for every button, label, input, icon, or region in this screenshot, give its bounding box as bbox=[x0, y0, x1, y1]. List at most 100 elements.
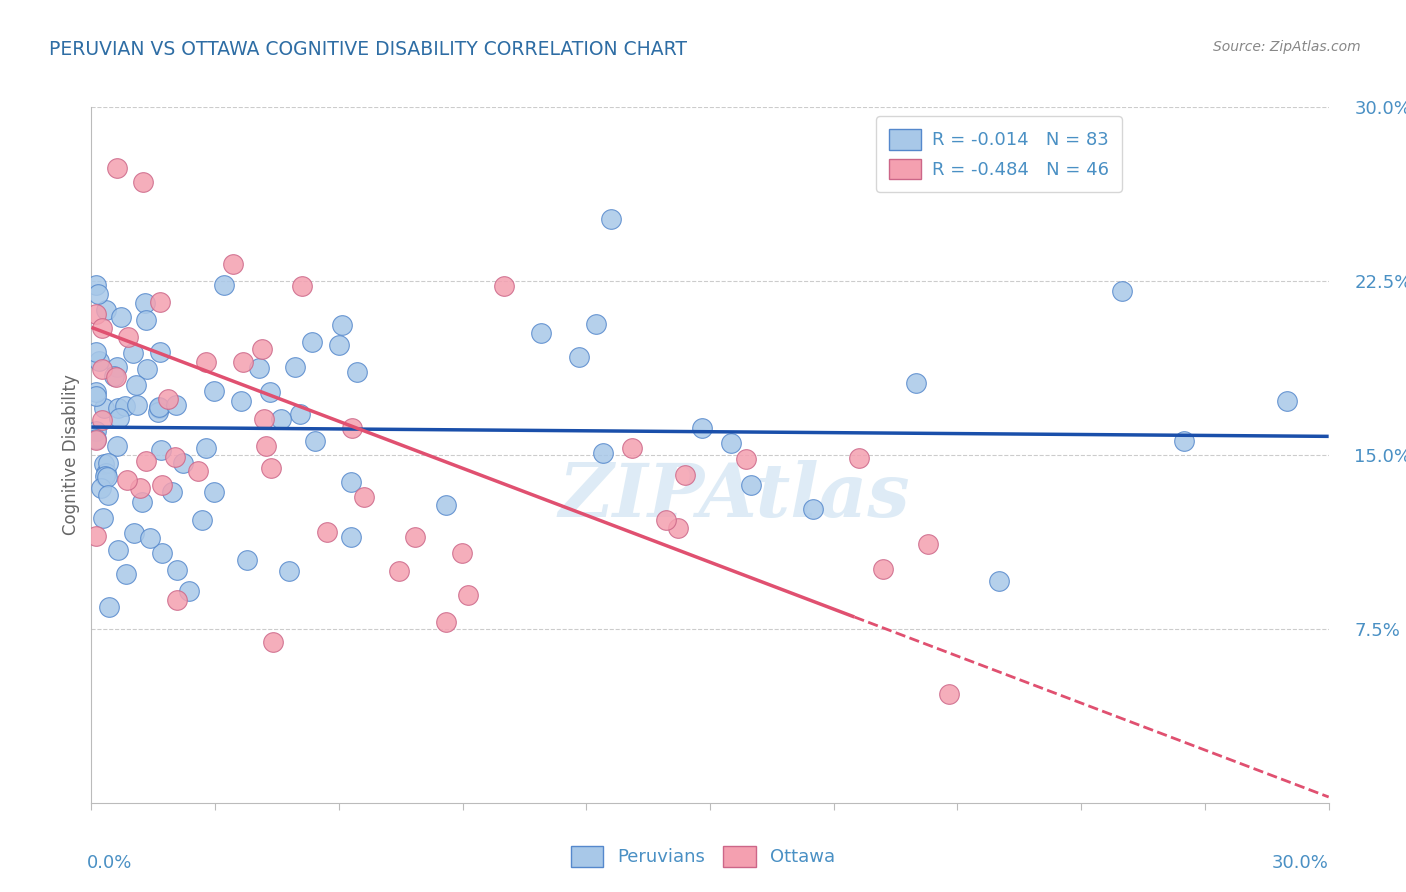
Point bbox=[278, 564, 301, 578]
Point bbox=[84, 277, 107, 292]
Point bbox=[166, 563, 188, 577]
Point bbox=[194, 441, 217, 455]
Point bbox=[1277, 393, 1299, 408]
Point bbox=[434, 498, 457, 512]
Point bbox=[90, 362, 112, 376]
Point bbox=[149, 442, 172, 457]
Point bbox=[86, 528, 108, 542]
Point bbox=[90, 481, 112, 495]
Point bbox=[96, 466, 118, 480]
Text: 0.0%: 0.0% bbox=[87, 854, 132, 871]
Point bbox=[353, 491, 375, 505]
Point bbox=[250, 342, 273, 356]
Legend: Peruvians, Ottawa: Peruvians, Ottawa bbox=[564, 838, 842, 874]
Point bbox=[434, 615, 457, 629]
Point bbox=[492, 278, 515, 293]
Point bbox=[848, 451, 870, 466]
Point bbox=[93, 458, 115, 472]
Point bbox=[179, 583, 201, 598]
Point bbox=[187, 464, 209, 478]
Point bbox=[212, 277, 235, 292]
Y-axis label: Cognitive Disability: Cognitive Disability bbox=[62, 375, 80, 535]
Point bbox=[1173, 434, 1195, 448]
Point bbox=[84, 434, 107, 448]
Point bbox=[165, 398, 187, 412]
Point bbox=[304, 434, 326, 448]
Point bbox=[262, 635, 284, 649]
Point bbox=[86, 389, 108, 403]
Point bbox=[236, 552, 259, 566]
Point bbox=[84, 432, 107, 446]
Point bbox=[105, 161, 128, 176]
Point bbox=[987, 574, 1010, 588]
Point bbox=[254, 439, 277, 453]
Point bbox=[260, 460, 283, 475]
Point bbox=[330, 318, 353, 333]
Point bbox=[110, 310, 132, 324]
Point bbox=[301, 335, 323, 350]
Point bbox=[284, 359, 307, 374]
Point bbox=[90, 413, 112, 427]
Point bbox=[96, 470, 118, 484]
Point bbox=[172, 456, 194, 470]
Point bbox=[328, 338, 350, 352]
Point bbox=[98, 600, 121, 615]
Point bbox=[90, 321, 112, 335]
Point bbox=[84, 344, 107, 359]
Point bbox=[105, 360, 128, 375]
Point bbox=[104, 369, 127, 384]
Point bbox=[94, 468, 117, 483]
Point bbox=[115, 567, 138, 582]
Point bbox=[451, 546, 474, 560]
Point bbox=[339, 475, 361, 489]
Point bbox=[315, 525, 337, 540]
Point bbox=[166, 593, 188, 607]
Point bbox=[135, 453, 157, 467]
Point bbox=[117, 329, 139, 343]
Point bbox=[270, 412, 292, 426]
Point bbox=[740, 477, 762, 491]
Point bbox=[132, 175, 155, 189]
Point bbox=[114, 399, 136, 413]
Point bbox=[148, 401, 170, 415]
Point bbox=[530, 326, 553, 341]
Point bbox=[232, 355, 254, 369]
Point bbox=[191, 513, 214, 527]
Point bbox=[105, 439, 128, 453]
Point bbox=[103, 368, 125, 383]
Point bbox=[288, 408, 311, 422]
Point bbox=[938, 687, 960, 701]
Text: PERUVIAN VS OTTAWA COGNITIVE DISABILITY CORRELATION CHART: PERUVIAN VS OTTAWA COGNITIVE DISABILITY … bbox=[49, 40, 688, 59]
Point bbox=[387, 564, 409, 578]
Point bbox=[247, 360, 270, 375]
Point bbox=[720, 436, 742, 450]
Point bbox=[673, 468, 696, 483]
Point bbox=[229, 394, 252, 409]
Text: ZIPAtlas: ZIPAtlas bbox=[560, 460, 911, 533]
Point bbox=[97, 456, 120, 470]
Point bbox=[87, 353, 110, 368]
Point bbox=[291, 278, 314, 293]
Point bbox=[202, 484, 225, 499]
Point bbox=[84, 424, 107, 438]
Point bbox=[917, 537, 939, 551]
Point bbox=[122, 345, 145, 359]
Point bbox=[654, 513, 676, 527]
Point bbox=[160, 484, 183, 499]
Point bbox=[148, 400, 170, 414]
Point bbox=[253, 412, 276, 426]
Point bbox=[146, 405, 169, 419]
Point bbox=[131, 495, 153, 509]
Text: Source: ZipAtlas.com: Source: ZipAtlas.com bbox=[1213, 40, 1361, 54]
Point bbox=[84, 384, 107, 399]
Legend: R = -0.014   N = 83, R = -0.484   N = 46: R = -0.014 N = 83, R = -0.484 N = 46 bbox=[876, 116, 1122, 192]
Point bbox=[107, 401, 129, 416]
Point bbox=[96, 303, 118, 318]
Point bbox=[1111, 284, 1133, 298]
Point bbox=[340, 421, 363, 435]
Point bbox=[346, 365, 368, 379]
Point bbox=[157, 392, 180, 406]
Point bbox=[150, 546, 173, 560]
Point bbox=[125, 398, 148, 412]
Point bbox=[108, 410, 131, 425]
